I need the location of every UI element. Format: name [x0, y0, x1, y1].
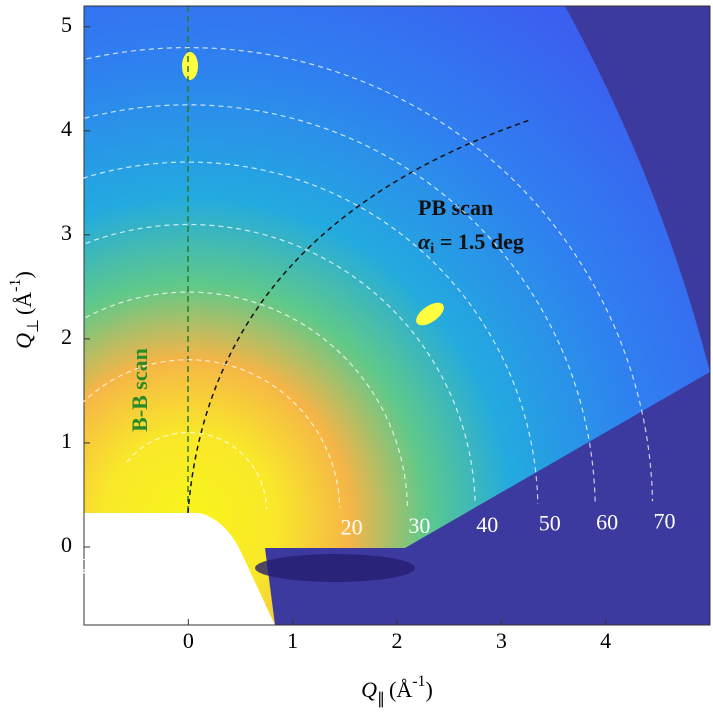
angle-arc	[126, 431, 268, 510]
arc-label: 30	[408, 513, 430, 538]
label-exponent: -1	[412, 673, 425, 690]
arc-label: 2θ = 10 deg	[80, 554, 184, 579]
y-axis-label: Q⊥ (Å-1)	[7, 271, 42, 349]
y-tick-label: 3	[61, 220, 72, 245]
shadow-region	[255, 554, 415, 582]
label-subscript: ∥	[377, 691, 385, 708]
angle-arc	[0, 47, 654, 502]
label-close: )	[11, 271, 36, 278]
x-tick-label: 0	[183, 628, 194, 653]
y-tick-label: 2	[61, 324, 72, 349]
angle-arc	[0, 104, 596, 503]
blind-region	[84, 513, 275, 625]
bright-spot	[416, 302, 444, 326]
annotation-subscript: i	[430, 241, 434, 257]
label-symbol: Q	[11, 333, 36, 349]
arc-label: 40	[476, 512, 498, 537]
x-tick-label: 3	[496, 628, 507, 653]
label-subscript: ⊥	[25, 319, 42, 333]
arc-label: 70	[654, 508, 676, 533]
pb-scan-line	[187, 119, 531, 514]
label-unit: (Å	[389, 677, 412, 702]
x-axis-label: Q∥ (Å-1)	[361, 673, 433, 708]
arc-label: 60	[596, 509, 618, 534]
label-close: )	[426, 677, 433, 702]
x-tick-label: 2	[392, 628, 403, 653]
x-tick-label: 4	[600, 628, 611, 653]
annotation: PB scan	[418, 195, 493, 220]
angle-arc	[0, 161, 539, 504]
annotation: B-B scan	[127, 348, 152, 432]
bright-spot	[182, 52, 198, 80]
annotation-symbol: α	[418, 229, 431, 254]
arc-label: 20	[341, 515, 363, 540]
y-tick-label: 5	[61, 12, 72, 37]
y-tick-label: 1	[61, 428, 72, 453]
x-tick-label: 1	[287, 628, 298, 653]
angle-arc	[0, 223, 476, 505]
label-unit: (Å	[11, 292, 36, 315]
y-tick-label: 4	[61, 116, 72, 141]
angle-arc	[69, 359, 341, 508]
label-exponent: -1	[7, 278, 24, 291]
annotation-value: = 1.5 deg	[434, 229, 524, 254]
y-tick-label: 0	[61, 532, 72, 557]
intensity-map	[84, 6, 710, 625]
angle-arc	[16, 291, 408, 507]
arc-label: 50	[539, 511, 561, 536]
annotation: αi = 1.5 deg	[418, 229, 524, 257]
label-symbol: Q	[361, 677, 377, 702]
